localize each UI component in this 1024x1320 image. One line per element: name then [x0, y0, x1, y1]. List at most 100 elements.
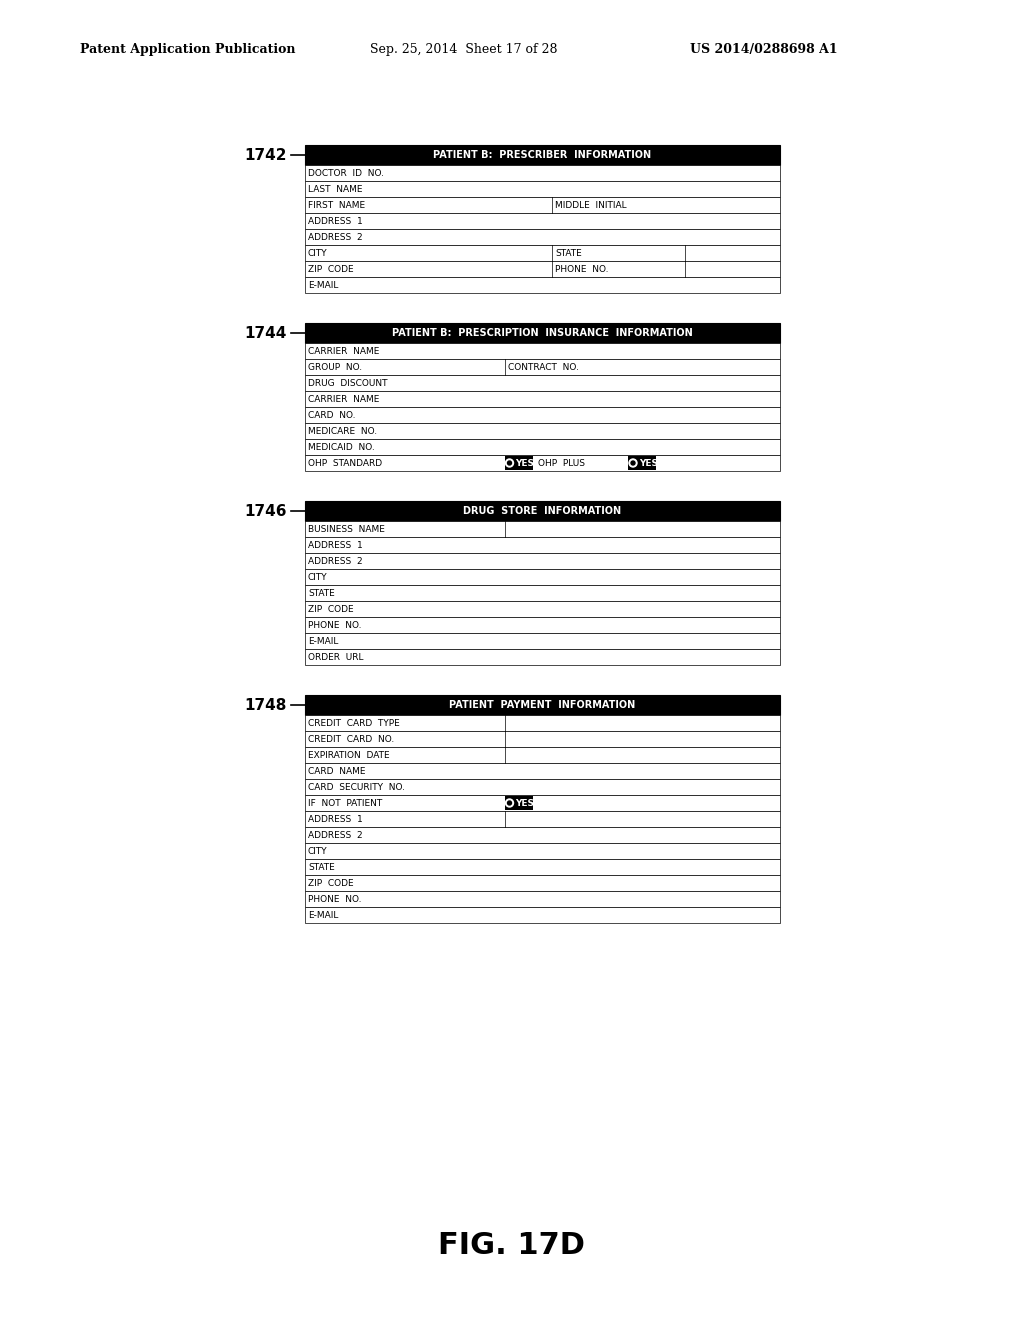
Circle shape [506, 799, 513, 807]
Bar [305, 422, 780, 440]
Text: 1748: 1748 [245, 697, 287, 713]
Text: ZIP  CODE: ZIP CODE [308, 264, 353, 273]
Text: DRUG  STORE  INFORMATION: DRUG STORE INFORMATION [464, 506, 622, 516]
Bar [305, 696, 780, 715]
Text: E-MAIL: E-MAIL [308, 636, 338, 645]
Bar [305, 391, 780, 407]
Bar [305, 795, 780, 810]
Text: 1742: 1742 [245, 148, 287, 162]
Text: DRUG  DISCOUNT: DRUG DISCOUNT [308, 379, 387, 388]
Text: LAST  NAME: LAST NAME [308, 185, 362, 194]
Bar [305, 731, 780, 747]
Text: ZIP  CODE: ZIP CODE [308, 605, 353, 614]
Text: ORDER  URL: ORDER URL [308, 652, 364, 661]
Bar [305, 165, 780, 181]
Text: FIG. 17D: FIG. 17D [438, 1230, 586, 1259]
Bar [305, 181, 780, 197]
Bar [505, 796, 532, 810]
Text: YES: YES [515, 799, 535, 808]
Text: DOCTOR  ID  NO.: DOCTOR ID NO. [308, 169, 384, 177]
Text: IF  NOT  PATIENT: IF NOT PATIENT [308, 799, 382, 808]
Text: PHONE  NO.: PHONE NO. [555, 264, 608, 273]
Text: STATE: STATE [308, 862, 335, 871]
Circle shape [506, 459, 513, 467]
Bar [305, 455, 780, 471]
Bar [305, 553, 780, 569]
Circle shape [629, 459, 637, 467]
Bar [305, 616, 780, 634]
Bar [305, 145, 780, 165]
Text: US 2014/0288698 A1: US 2014/0288698 A1 [690, 44, 838, 57]
Bar [305, 828, 780, 843]
Bar [305, 537, 780, 553]
Bar [305, 521, 780, 537]
Bar [305, 569, 780, 585]
Bar [305, 246, 780, 261]
Text: CARD  SECURITY  NO.: CARD SECURITY NO. [308, 783, 406, 792]
Bar [305, 375, 780, 391]
Text: ADDRESS  2: ADDRESS 2 [308, 830, 362, 840]
Text: GROUP  NO.: GROUP NO. [308, 363, 362, 371]
Bar [305, 213, 780, 228]
Text: PHONE  NO.: PHONE NO. [308, 895, 361, 903]
Text: OHP  PLUS: OHP PLUS [538, 458, 585, 467]
Text: MEDICAID  NO.: MEDICAID NO. [308, 442, 375, 451]
Text: CONTRACT  NO.: CONTRACT NO. [508, 363, 579, 371]
Bar [305, 601, 780, 616]
Text: YES: YES [515, 458, 535, 467]
Text: ADDRESS  1: ADDRESS 1 [308, 814, 362, 824]
Text: 1746: 1746 [245, 503, 287, 519]
Bar [305, 779, 780, 795]
Text: FIRST  NAME: FIRST NAME [308, 201, 366, 210]
Text: CREDIT  CARD  NO.: CREDIT CARD NO. [308, 734, 394, 743]
Text: STATE: STATE [555, 248, 582, 257]
Bar [305, 891, 780, 907]
Bar [505, 455, 532, 470]
Bar [305, 763, 780, 779]
Circle shape [631, 461, 635, 465]
Text: E-MAIL: E-MAIL [308, 281, 338, 289]
Text: STATE: STATE [308, 589, 335, 598]
Bar [305, 907, 780, 923]
Text: BUSINESS  NAME: BUSINESS NAME [308, 524, 385, 533]
Bar [305, 440, 780, 455]
Text: EXPIRATION  DATE: EXPIRATION DATE [308, 751, 389, 759]
Text: ADDRESS  1: ADDRESS 1 [308, 216, 362, 226]
Text: CARRIER  NAME: CARRIER NAME [308, 346, 379, 355]
Bar [305, 649, 780, 665]
Bar [628, 455, 656, 470]
Bar [305, 343, 780, 359]
Text: Sep. 25, 2014  Sheet 17 of 28: Sep. 25, 2014 Sheet 17 of 28 [370, 44, 557, 57]
Text: CREDIT  CARD  TYPE: CREDIT CARD TYPE [308, 718, 399, 727]
Text: 1744: 1744 [245, 326, 287, 341]
Text: ADDRESS  2: ADDRESS 2 [308, 557, 362, 565]
Bar [305, 359, 780, 375]
Bar [305, 407, 780, 422]
Text: CITY: CITY [308, 573, 328, 582]
Bar [305, 277, 780, 293]
Bar [305, 715, 780, 731]
Bar [305, 197, 780, 213]
Text: CARD  NO.: CARD NO. [308, 411, 355, 420]
Text: PATIENT B:  PRESCRIBER  INFORMATION: PATIENT B: PRESCRIBER INFORMATION [433, 150, 651, 160]
Bar [305, 843, 780, 859]
Text: CARRIER  NAME: CARRIER NAME [308, 395, 379, 404]
Text: PATIENT B:  PRESCRIPTION  INSURANCE  INFORMATION: PATIENT B: PRESCRIPTION INSURANCE INFORM… [392, 327, 693, 338]
Text: ADDRESS  1: ADDRESS 1 [308, 540, 362, 549]
Text: MEDICARE  NO.: MEDICARE NO. [308, 426, 377, 436]
Bar [305, 323, 780, 343]
Bar [305, 810, 780, 828]
Bar [305, 859, 780, 875]
Bar [305, 747, 780, 763]
Text: E-MAIL: E-MAIL [308, 911, 338, 920]
Bar [305, 228, 780, 246]
Text: MIDDLE  INITIAL: MIDDLE INITIAL [555, 201, 627, 210]
Text: ZIP  CODE: ZIP CODE [308, 879, 353, 887]
Text: CITY: CITY [308, 846, 328, 855]
Text: CITY: CITY [308, 248, 328, 257]
Bar [305, 502, 780, 521]
Circle shape [508, 801, 512, 805]
Text: ADDRESS  2: ADDRESS 2 [308, 232, 362, 242]
Text: YES: YES [639, 458, 658, 467]
Circle shape [508, 461, 512, 465]
